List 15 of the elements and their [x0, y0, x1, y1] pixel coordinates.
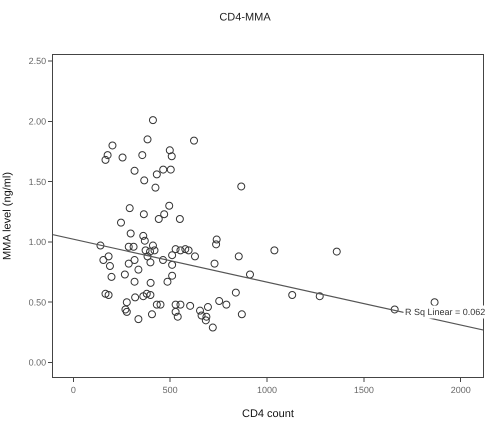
x-tick-label: 1000 [257, 384, 278, 395]
y-tick-label: 1.00 [28, 237, 46, 248]
y-tick-label: 0.00 [28, 358, 46, 368]
y-tick-label: 2.50 [28, 56, 46, 66]
x-tick-label: 0 [70, 384, 76, 395]
chart-title: CD4-MMA [219, 11, 272, 24]
x-tick-label: 2000 [450, 384, 471, 395]
x-tick-label: 500 [162, 384, 178, 395]
x-axis-title: CD4 count [242, 408, 294, 420]
y-tick-label: 2.00 [28, 116, 46, 126]
y-axis-title: MMA level (ng/ml) [1, 172, 14, 260]
annotation: R Sq Linear = 0.062 [405, 307, 486, 317]
y-tick-label: 1.50 [28, 176, 46, 187]
y-tick-label: 0.50 [28, 297, 46, 308]
x-tick-label: 1500 [354, 384, 374, 395]
